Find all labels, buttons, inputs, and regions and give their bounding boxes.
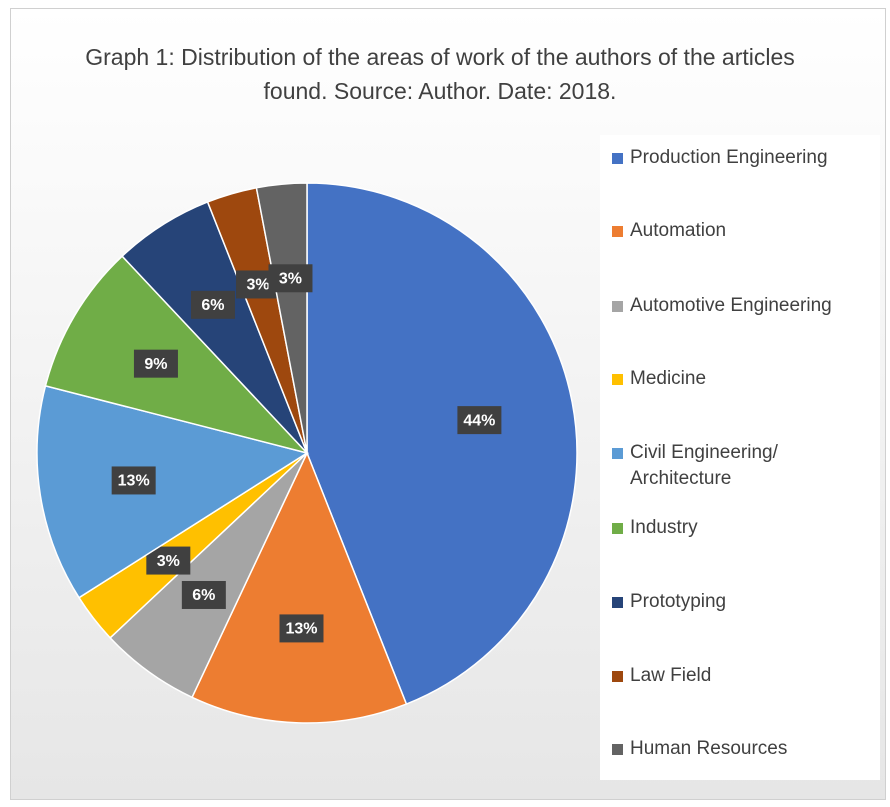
legend-swatch [612,374,623,385]
legend-swatch [612,523,623,534]
legend-swatch [612,448,623,459]
data-label: 3% [279,270,302,287]
legend: Production Engineering Automation Automoti… [600,135,880,780]
pie-slice [255,182,308,454]
legend-item: Medicine [612,366,874,392]
legend-swatch [612,597,623,608]
data-label-box [190,290,235,319]
legend-label: Production Engineering [630,147,828,168]
data-label-box [457,406,502,435]
legend-label: Automotive Engineering [630,295,832,316]
legend-label: Human Resources [630,738,788,759]
legend-swatch [612,226,623,237]
data-label-box [111,466,156,495]
data-label: 6% [192,587,215,604]
pie-slice [36,384,309,599]
data-label-box [181,580,226,609]
legend-item: Automotive Engineering [612,293,874,319]
data-label: 3% [246,277,269,294]
chart-title: Graph 1: Distribution of the areas of wo… [85,44,795,104]
data-label: 3% [157,553,180,570]
legend-label: Medicine [630,368,707,389]
legend-label: Law Field [630,665,712,686]
data-label-box [279,614,324,643]
legend-swatch [612,301,623,312]
data-label: 6% [201,297,224,314]
legend-item: Law Field [612,663,874,689]
legend-item: Prototyping [612,589,874,615]
pie-slice [191,451,408,724]
data-label-box [268,264,313,293]
legend-item: Human Resources [612,736,874,762]
legend-swatch [612,744,623,755]
legend-swatch [612,671,623,682]
data-label: 44% [463,412,495,429]
data-label: 9% [144,356,167,373]
legend-item: Automation [612,218,874,244]
chart: 44% 13% 6% 3% 13% 9% 6% 3% 3% [36,182,578,724]
legend-label: Prototyping [630,591,727,612]
data-label: 13% [285,621,317,638]
legend-swatch [612,153,623,164]
legend-label: Automation [630,220,727,241]
legend-item: Industry [612,515,874,541]
data-label-box [133,349,178,378]
legend-label: Civil Engineering/ Architecture [630,442,778,489]
legend-item: Civil Engineering/ Architecture [612,440,874,492]
data-label: 13% [118,473,150,490]
legend-label: Industry [630,517,698,538]
data-label-box [146,546,191,575]
legend-item: Production Engineering [612,145,874,171]
pie-slice [306,182,578,706]
